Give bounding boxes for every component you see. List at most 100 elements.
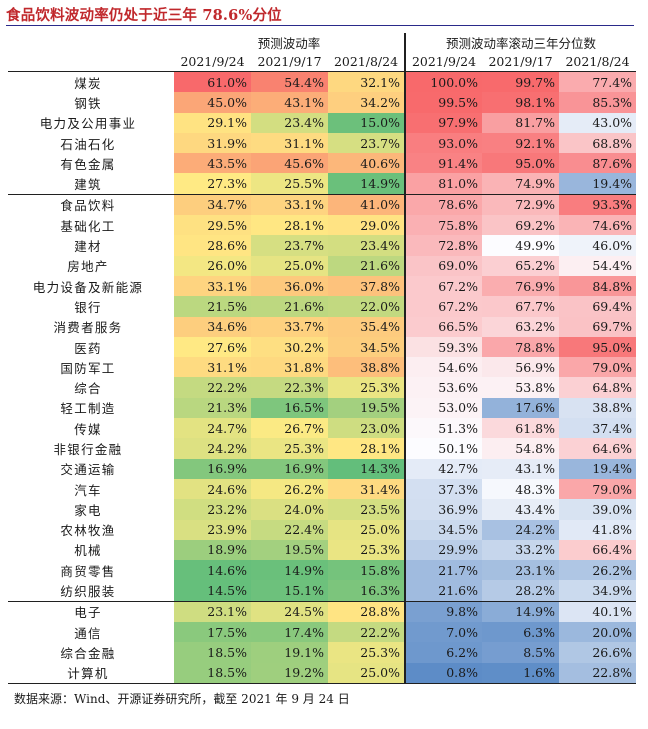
percentile-cell: 61.8%	[482, 418, 559, 439]
percentile-cell: 67.2%	[404, 275, 482, 297]
volatility-cell: 27.6%	[174, 336, 251, 358]
table-row: 传媒 24.7% 26.7% 23.0% 51.3% 61.8% 37.4%	[8, 418, 637, 439]
volatility-cell: 43.1%	[251, 92, 328, 113]
percentile-cell: 64.6%	[559, 438, 637, 459]
percentile-cell: 6.2%	[404, 642, 482, 663]
industry-name: 食品饮料	[60, 198, 116, 214]
table-row: 钢铁 45.0% 43.1% 34.2% 99.5% 98.1% 85.3%	[8, 92, 637, 113]
volatility-cell: 23.9%	[174, 519, 251, 540]
percentile-cell: 46.0%	[559, 235, 637, 256]
date-header: 2021/9/17	[251, 52, 328, 72]
industry-name: 计算机	[8, 662, 174, 684]
industry-name: 建材	[74, 239, 102, 255]
industry-name: 综合	[74, 381, 102, 397]
volatility-cell: 27.3%	[174, 173, 251, 195]
volatility-cell: 26.0%	[174, 255, 251, 276]
volatility-cell: 18.9%	[174, 539, 251, 561]
percentile-cell: 21.7%	[404, 560, 482, 581]
volatility-cell: 29.1%	[174, 112, 251, 133]
percentile-cell: 99.7%	[482, 71, 559, 93]
volatility-cell: 25.0%	[251, 255, 328, 276]
percentile-cell: 79.0%	[559, 478, 637, 500]
volatility-cell: 40.6%	[328, 153, 405, 174]
volatility-cell: 29.5%	[174, 215, 251, 236]
percentile-cell: 43.4%	[482, 499, 559, 520]
percentile-cell: 54.6%	[404, 357, 482, 378]
percentile-cell: 100.0%	[404, 71, 482, 93]
industry-name: 纺织服装	[8, 580, 174, 602]
percentile-cell: 53.6%	[404, 377, 482, 398]
table-row: 电子 23.1% 24.5% 28.8% 9.8% 14.9% 40.1%	[8, 601, 637, 623]
volatility-cell: 35.4%	[328, 316, 405, 337]
table-row: 有色金属 43.5% 45.6% 40.6% 91.4% 95.0% 87.6%	[8, 153, 637, 174]
percentile-cell: 6.3%	[482, 622, 559, 643]
industry-name: 非银行金融	[53, 441, 123, 457]
volatility-cell: 25.3%	[328, 642, 405, 663]
industry-name: 国防军工	[60, 360, 116, 376]
volatility-cell: 25.3%	[328, 539, 405, 561]
percentile-cell: 93.3%	[559, 194, 637, 216]
percentile-cell: 79.0%	[559, 357, 637, 378]
volatility-cell: 23.1%	[174, 601, 251, 623]
source-note: 数据来源：Wind、开源证券研究所，截至 2021 年 9 月 24 日	[14, 692, 350, 706]
volatility-cell: 34.7%	[174, 194, 251, 216]
header-blank	[8, 33, 174, 52]
volatility-cell: 21.5%	[174, 296, 251, 317]
volatility-cell: 37.8%	[328, 275, 405, 297]
industry-name: 综合金融	[60, 645, 116, 661]
volatility-cell: 16.3%	[328, 580, 405, 602]
percentile-cell: 74.6%	[559, 215, 637, 236]
percentile-cell: 20.0%	[559, 622, 637, 643]
volatility-cell: 45.0%	[174, 92, 251, 113]
percentile-cell: 42.7%	[404, 458, 482, 479]
volatility-cell: 33.1%	[251, 194, 328, 216]
volatility-cell: 29.0%	[328, 215, 405, 236]
volatility-cell: 18.5%	[174, 642, 251, 663]
volatility-cell: 15.8%	[328, 560, 405, 581]
table-row: 煤炭 61.0% 54.4% 32.1% 100.0% 99.7% 77.4%	[8, 71, 637, 93]
percentile-cell: 0.8%	[404, 662, 482, 684]
percentile-cell: 7.0%	[404, 622, 482, 643]
percentile-cell: 72.9%	[482, 194, 559, 216]
volatility-cell: 22.4%	[251, 519, 328, 540]
percentile-cell: 17.6%	[482, 397, 559, 419]
volatility-cell: 25.0%	[328, 662, 405, 684]
industry-name: 通信	[74, 625, 102, 641]
percentile-cell: 56.9%	[482, 357, 559, 378]
table-row: 机械 18.9% 19.5% 25.3% 29.9% 33.2% 66.4%	[8, 539, 637, 561]
volatility-table: 预测波动率 预测波动率滚动三年分位数 2021/9/24 2021/9/17 2…	[8, 33, 637, 684]
percentile-cell: 81.7%	[482, 112, 559, 133]
volatility-cell: 19.5%	[251, 539, 328, 561]
table-row: 基础化工 29.5% 28.1% 29.0% 75.8% 69.2% 74.6%	[8, 215, 637, 236]
industry-name: 电力及公用事业	[39, 116, 137, 132]
volatility-cell: 16.9%	[174, 458, 251, 479]
table-row: 商贸零售 14.6% 14.9% 15.8% 21.7% 23.1% 26.2%	[8, 560, 637, 581]
volatility-cell: 34.5%	[328, 336, 405, 358]
table-row: 纺织服装 14.5% 15.1% 16.3% 21.6% 28.2% 34.9%	[8, 580, 637, 602]
date-header-row: 2021/9/24 2021/9/17 2021/8/24 2021/9/24 …	[8, 52, 637, 72]
industry-name: 汽车	[74, 482, 102, 498]
volatility-cell: 28.1%	[251, 215, 328, 236]
percentile-cell: 66.5%	[404, 316, 482, 337]
volatility-cell: 24.6%	[174, 478, 251, 500]
percentile-cell: 91.4%	[404, 153, 482, 174]
volatility-cell: 31.8%	[251, 357, 328, 378]
percentile-cell: 37.4%	[559, 418, 637, 439]
percentile-cell: 54.4%	[559, 255, 637, 276]
date-header: 2021/8/24	[559, 52, 637, 72]
volatility-cell: 25.3%	[328, 377, 405, 398]
volatility-cell: 24.0%	[251, 499, 328, 520]
industry-name: 电力设备及新能源	[32, 279, 144, 295]
page-title: 食品饮料波动率仍处于近三年 78.6%分位	[6, 7, 282, 24]
industry-name: 有色金属	[60, 156, 116, 172]
group-header-row: 预测波动率 预测波动率滚动三年分位数	[8, 33, 637, 52]
percentile-cell: 66.4%	[559, 539, 637, 561]
volatility-cell: 28.6%	[174, 235, 251, 256]
date-header: 2021/8/24	[328, 52, 405, 72]
table-body: 煤炭 61.0% 54.4% 32.1% 100.0% 99.7% 77.4% 钢铁 45.0%…	[8, 71, 637, 684]
table-row: 建材 28.6% 23.7% 23.4% 72.8% 49.9% 46.0%	[8, 235, 637, 256]
industry-name: 基础化工	[60, 218, 116, 234]
percentile-cell: 97.9%	[404, 112, 482, 133]
volatility-cell: 45.6%	[251, 153, 328, 174]
percentile-cell: 19.4%	[559, 458, 637, 479]
